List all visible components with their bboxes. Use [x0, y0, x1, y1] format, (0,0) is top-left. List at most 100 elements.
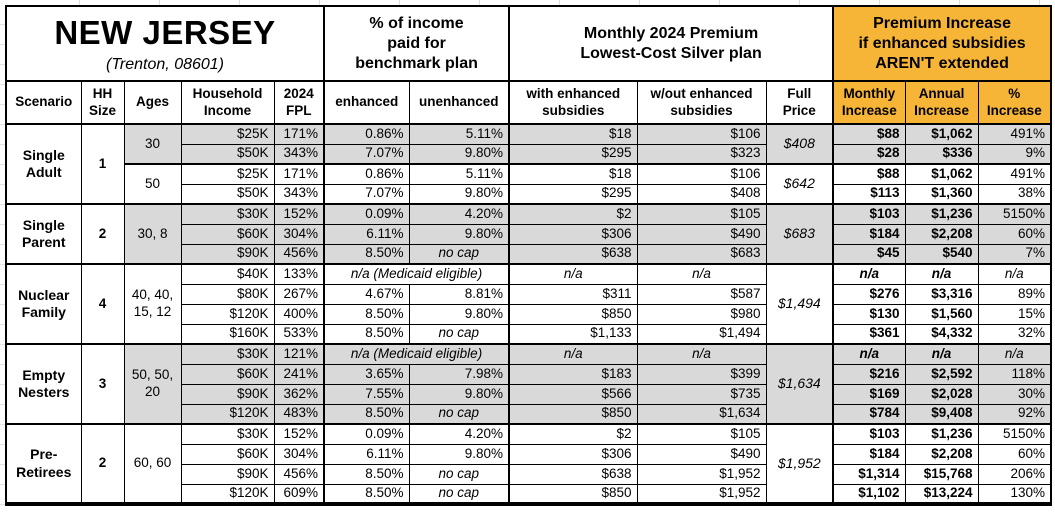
increase-group-header: Premium Increase if enhanced subsidies A… [832, 5, 1052, 82]
cell-monthly-increase: $103 [832, 423, 906, 445]
cell-pct-increase: 38% [977, 183, 1052, 205]
column-header-unenhanced: unenhanced [408, 80, 510, 125]
table-row: $120K 483% 8.50% no cap $850 $1,634 $784 $9,408… [6, 403, 1052, 425]
cell-pct-increase: 118% [977, 363, 1052, 385]
cell-wout-subsidies: $490 [636, 223, 767, 245]
cell-pct-increase: 30% [977, 383, 1052, 405]
cell-with-subsidies: $1,133 [508, 323, 638, 345]
cell-monthly-increase: $130 [832, 303, 906, 325]
cell-full-price: $683 [765, 203, 834, 265]
cell-with-subsidies: $18 [508, 123, 638, 145]
cell-with-subsidies: n/a [508, 263, 638, 285]
cell-wout-subsidies: $323 [636, 143, 767, 165]
cell-with-subsidies: $18 [508, 163, 638, 185]
cell-annual-increase: $336 [904, 143, 979, 165]
cell-monthly-increase: $784 [832, 403, 906, 425]
table-row: $90K 456% 8.50% no cap $638 $1,952 $1,314 $15,7… [6, 463, 1052, 485]
cell-wout-subsidies: $399 [636, 363, 767, 385]
cell-annual-increase: $2,592 [904, 363, 979, 385]
table-row: $60K 304% 6.11% 9.80% $306 $490 $184 $2,208 60% [6, 223, 1052, 245]
cell-unenhanced-pct: no cap [408, 323, 510, 345]
cell-with-subsidies: $638 [508, 463, 638, 485]
cell-annual-increase: $2,208 [904, 223, 979, 245]
premium-comparison-table: NEW JERSEY (Trenton, 08601) % of income … [5, 5, 1053, 506]
cell-wout-subsidies: n/a [636, 343, 767, 365]
cell-monthly-increase: $45 [832, 243, 906, 265]
cell-wout-subsidies: $683 [636, 243, 767, 265]
column-header-row: Scenario HH Size Ages Household Income 2024 … [5, 80, 1052, 125]
cell-pct-increase: 491% [977, 163, 1052, 185]
cell-household-income: $90K [180, 383, 275, 405]
cell-with-subsidies: $295 [508, 183, 638, 205]
cell-unenhanced-pct: 9.80% [408, 183, 510, 205]
cell-scenario: Nuclear Family [5, 263, 82, 345]
cell-with-subsidies: $2 [508, 203, 638, 225]
cell-enhanced-pct: 7.07% [323, 183, 410, 205]
cell-fpl: 456% [273, 243, 325, 265]
cell-pct-increase: 15% [977, 303, 1052, 325]
table-title-cell: NEW JERSEY (Trenton, 08601) [5, 5, 325, 82]
state-title: NEW JERSEY [54, 14, 276, 52]
cell-annual-increase: $1,062 [904, 163, 979, 185]
cell-medicaid-note: n/a (Medicaid eligible) [323, 343, 510, 365]
cell-enhanced-pct: 8.50% [323, 403, 410, 425]
cell-household-income: $30K [180, 423, 275, 445]
premium-group-header: Monthly 2024 Premium Lowest-Cost Silver … [508, 5, 834, 82]
column-header-hh-size: HH Size [80, 80, 125, 125]
sheet-gridlines-left [0, 5, 5, 505]
cell-monthly-increase: $169 [832, 383, 906, 405]
cell-enhanced-pct: 3.65% [323, 363, 410, 385]
cell-annual-increase: $1,360 [904, 183, 979, 205]
cell-pct-increase: 92% [977, 403, 1052, 425]
cell-fpl: 343% [273, 143, 325, 165]
cell-pct-increase: 491% [977, 123, 1052, 145]
cell-fpl: 152% [273, 423, 325, 445]
column-header-annual-increase: Annual Increase [904, 80, 979, 125]
cell-annual-increase: $15,768 [904, 463, 979, 485]
cell-fpl: 133% [273, 263, 325, 285]
cell-with-subsidies: $638 [508, 243, 638, 265]
cell-full-price: $408 [765, 123, 834, 165]
cell-household-income: $60K [180, 363, 275, 385]
cell-fpl: 267% [273, 283, 325, 305]
cell-hh-size: 2 [80, 203, 125, 265]
group-header-row: NEW JERSEY (Trenton, 08601) % of income … [5, 5, 1052, 82]
cell-wout-subsidies: $735 [636, 383, 767, 405]
cell-pct-increase: n/a [977, 263, 1052, 285]
cell-monthly-increase: $113 [832, 183, 906, 205]
cell-unenhanced-pct: 5.11% [408, 123, 510, 145]
cell-pct-increase: 60% [977, 443, 1052, 465]
cell-full-price: $1,952 [765, 423, 834, 505]
cell-household-income: $160K [180, 323, 275, 345]
cell-unenhanced-pct: no cap [408, 243, 510, 265]
cell-annual-increase: $9,408 [904, 403, 979, 425]
column-header-pct-increase: % Increase [977, 80, 1052, 125]
table-row: Single Parent 2 30, 8 $30K 152% 0.09% 4.20% $2 $… [5, 203, 1052, 265]
cell-enhanced-pct: 0.09% [323, 423, 410, 445]
cell-household-income: $30K [180, 343, 275, 365]
cell-fpl: 533% [273, 323, 325, 345]
cell-hh-size: 3 [80, 343, 125, 425]
cell-household-income: $50K [180, 183, 275, 205]
cell-household-income: $40K [180, 263, 275, 285]
cell-annual-increase: $1,560 [904, 303, 979, 325]
column-header-enhanced: enhanced [323, 80, 410, 125]
cell-household-income: $25K [180, 163, 275, 185]
column-header-2024-fpl: 2024 FPL [273, 80, 325, 125]
cell-wout-subsidies: $980 [636, 303, 767, 325]
cell-with-subsidies: $306 [508, 223, 638, 245]
cell-wout-subsidies: n/a [636, 263, 767, 285]
cell-fpl: 483% [273, 403, 325, 425]
table-row: $120K 609% 8.50% no cap $850 $1,952 $1,102 $13,… [6, 483, 1052, 505]
cell-unenhanced-pct: 9.80% [408, 383, 510, 405]
cell-medicaid-note: n/a (Medicaid eligible) [323, 263, 510, 285]
cell-pct-increase: 130% [977, 483, 1052, 505]
cell-pct-increase: 5150% [977, 203, 1052, 225]
cell-annual-increase: $1,236 [904, 203, 979, 225]
column-header-ages: Ages [123, 80, 182, 125]
table-row: $50K 343% 7.07% 9.80% $295 $408 $113 $1,360 38% [6, 183, 1052, 205]
cell-with-subsidies: $306 [508, 443, 638, 465]
cell-pct-increase: 206% [977, 463, 1052, 485]
cell-full-price: $1,634 [765, 343, 834, 425]
cell-scenario: Single Parent [5, 203, 82, 265]
